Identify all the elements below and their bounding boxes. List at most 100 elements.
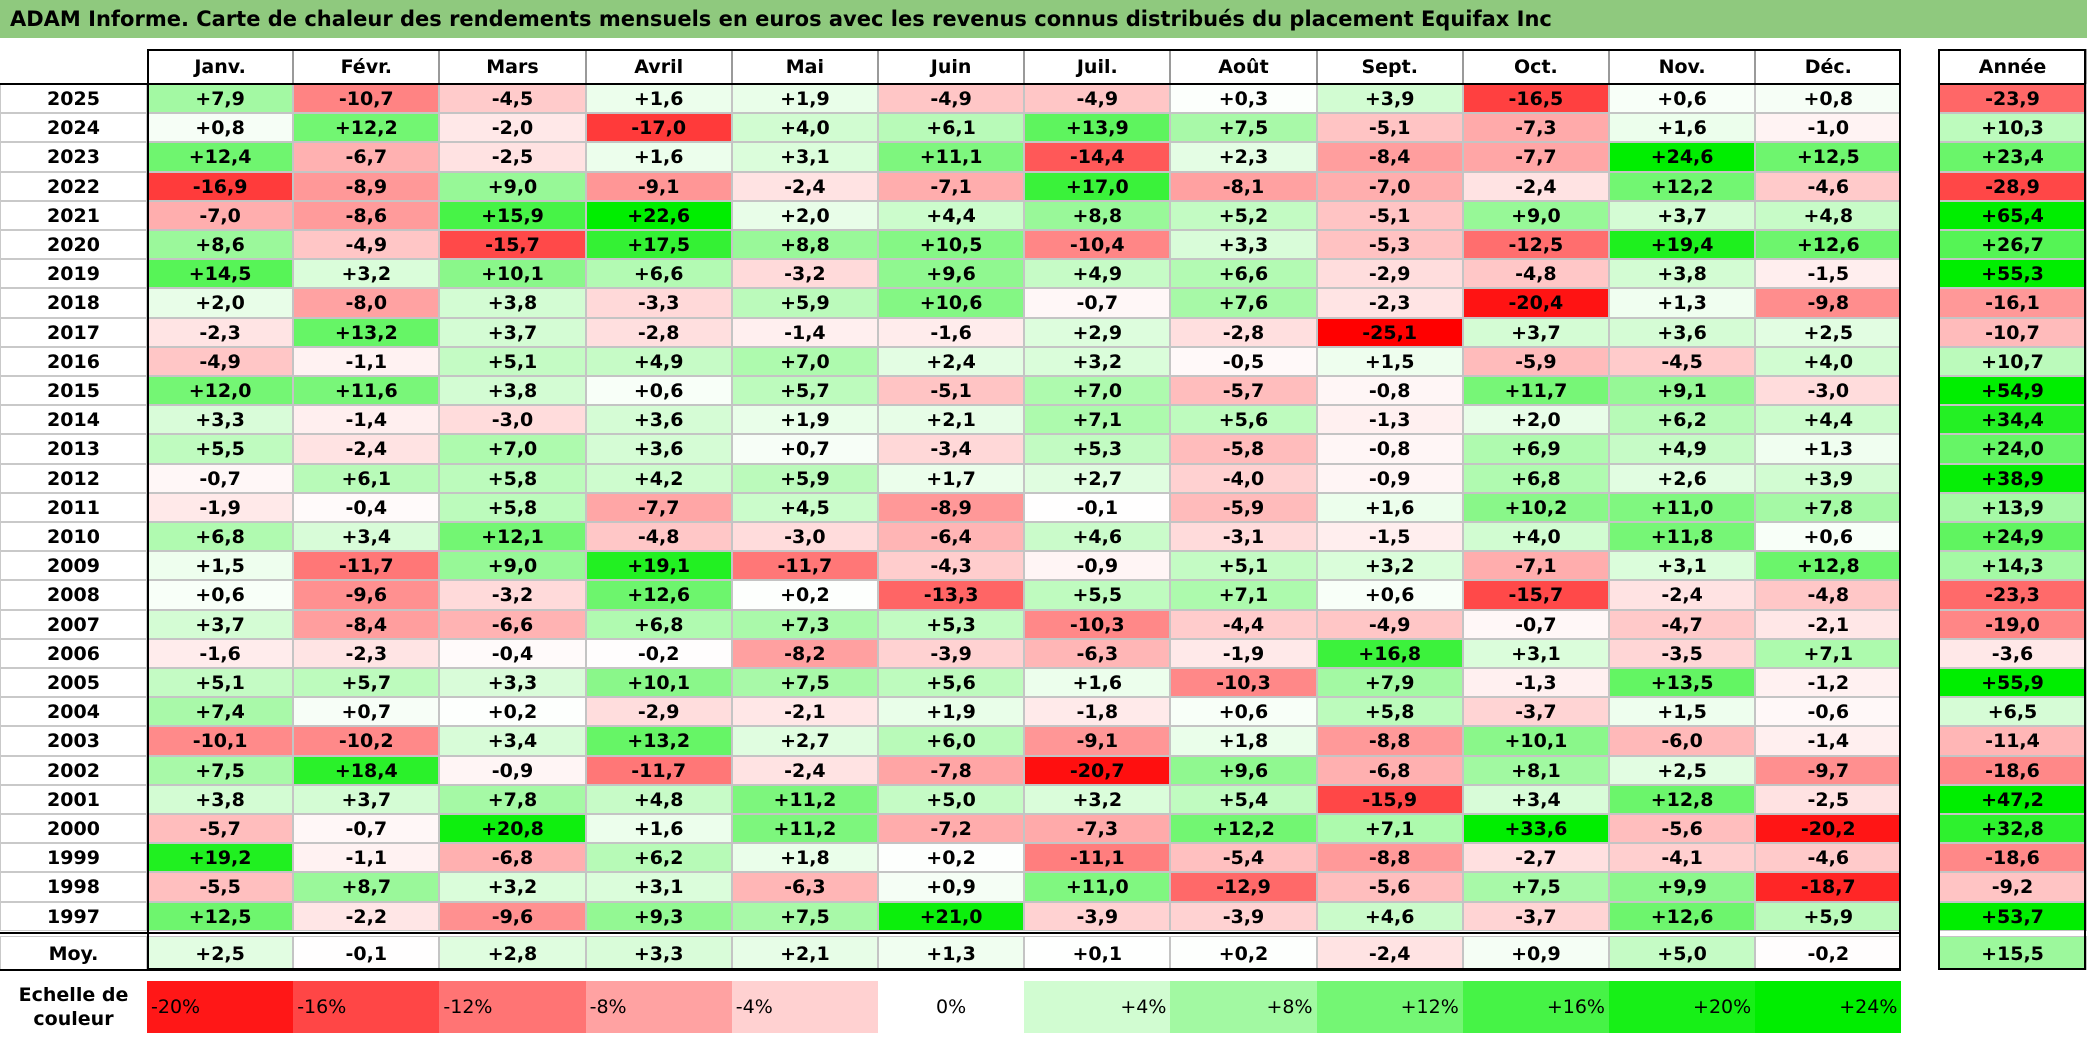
heatmap-cell: +6,2 xyxy=(1609,405,1756,435)
heatmap-cell: +2,1 xyxy=(878,405,1025,435)
heatmap-cell: +9,1 xyxy=(1609,376,1756,406)
heatmap-cell: +2,9 xyxy=(1024,317,1171,347)
annual-cell: +24,0 xyxy=(1938,434,2087,464)
annual-cell: +24,9 xyxy=(1938,522,2087,552)
heatmap-cell: -3,0 xyxy=(439,405,586,435)
average-cell: +0,9 xyxy=(1462,935,1609,970)
heatmap-cell: +5,3 xyxy=(1024,434,1171,464)
heatmap-cell: +6,6 xyxy=(1170,259,1317,289)
heatmap-cell: +12,1 xyxy=(439,522,586,552)
heatmap-cell: -7,0 xyxy=(147,200,294,230)
heatmap-cell: +1,7 xyxy=(878,463,1025,493)
annual-cell: +47,2 xyxy=(1938,784,2087,814)
annual-cell: -10,7 xyxy=(1938,317,2087,347)
heatmap-cell: +3,4 xyxy=(1462,784,1609,814)
heatmap-cell: -11,1 xyxy=(1024,843,1171,873)
heatmap-cell: -4,5 xyxy=(1609,346,1756,376)
heatmap-cell: -0,6 xyxy=(1755,697,1902,727)
heatmap-cell: -0,4 xyxy=(293,492,440,522)
heatmap-cell: -6,8 xyxy=(439,843,586,873)
heatmap-cell: +2,0 xyxy=(147,288,294,318)
heatmap-cell: -5,7 xyxy=(147,814,294,844)
heatmap-cell: +12,6 xyxy=(1609,901,1756,931)
heatmap-cell: -1,6 xyxy=(147,638,294,668)
year-label: 2000 xyxy=(0,814,147,844)
heatmap-cell: +6,6 xyxy=(585,259,732,289)
heatmap-cell: -3,3 xyxy=(585,288,732,318)
heatmap-cell: +5,7 xyxy=(293,668,440,698)
heatmap-cell: -8,4 xyxy=(293,609,440,639)
average-cell: -2,4 xyxy=(1316,935,1463,970)
heatmap-cell: -2,4 xyxy=(1462,171,1609,201)
heatmap-cell: +1,3 xyxy=(1755,434,1902,464)
heatmap-cell: +12,5 xyxy=(1755,142,1902,172)
heatmap-cell: -5,8 xyxy=(1170,434,1317,464)
heatmap-cell: +0,6 xyxy=(1170,697,1317,727)
heatmap-cell: +11,2 xyxy=(731,814,878,844)
header-separator-annual xyxy=(1938,83,2086,85)
heatmap-cell: +4,4 xyxy=(1755,405,1902,435)
heatmap-cell: -5,5 xyxy=(147,872,294,902)
heatmap-cell: +12,2 xyxy=(293,113,440,143)
heatmap-cell: +5,6 xyxy=(878,668,1025,698)
heatmap-cell: +9,0 xyxy=(439,551,586,581)
heatmap-cell: +1,6 xyxy=(1316,492,1463,522)
heatmap-cell: -9,6 xyxy=(293,580,440,610)
heatmap-cell: -1,3 xyxy=(1462,668,1609,698)
average-separator-top xyxy=(0,931,1902,934)
heatmap-cell: -1,6 xyxy=(878,317,1025,347)
annual-cell: -9,2 xyxy=(1938,872,2087,902)
heatmap-cell: +9,0 xyxy=(1462,200,1609,230)
heatmap-cell: -6,4 xyxy=(878,522,1025,552)
heatmap-cell: +0,6 xyxy=(1609,84,1756,114)
heatmap-cell: -3,9 xyxy=(1170,901,1317,931)
heatmap-cell: +8,6 xyxy=(147,230,294,260)
heatmap-cell: +5,8 xyxy=(439,492,586,522)
heatmap-cell: +7,0 xyxy=(439,434,586,464)
annual-column-header: Année xyxy=(1938,49,2087,84)
annual-cell: +38,9 xyxy=(1938,463,2087,493)
annual-cell: -19,0 xyxy=(1938,609,2087,639)
heatmap-cell: +7,9 xyxy=(1316,668,1463,698)
chart-title: ADAM Informe. Carte de chaleur des rende… xyxy=(0,0,2087,38)
heatmap-cell: -2,4 xyxy=(731,171,878,201)
annual-cell: +23,4 xyxy=(1938,142,2087,172)
average-cell: +0,1 xyxy=(1024,935,1171,970)
heatmap-cell: -1,3 xyxy=(1316,405,1463,435)
annual-cell: +65,4 xyxy=(1938,200,2087,230)
heatmap-cell: -3,9 xyxy=(878,638,1025,668)
heatmap-cell: +2,6 xyxy=(1609,463,1756,493)
heatmap-cell: -5,9 xyxy=(1462,346,1609,376)
heatmap-cell: +12,2 xyxy=(1170,814,1317,844)
heatmap-cell: -7,7 xyxy=(1462,142,1609,172)
heatmap-cell: -2,5 xyxy=(1755,784,1902,814)
heatmap-cell: -5,6 xyxy=(1609,814,1756,844)
heatmap-cell: -7,8 xyxy=(878,755,1025,785)
heatmap-cell: -4,6 xyxy=(1755,843,1902,873)
color-scale-swatch: +24% xyxy=(1755,981,1902,1033)
heatmap-cell: -0,8 xyxy=(1316,376,1463,406)
heatmap-cell: -5,7 xyxy=(1170,376,1317,406)
heatmap-cell: -9,8 xyxy=(1755,288,1902,318)
heatmap-cell: +4,2 xyxy=(585,463,732,493)
heatmap-cell: -3,7 xyxy=(1462,901,1609,931)
average-cell: -0,2 xyxy=(1755,935,1902,970)
heatmap-cell: -0,9 xyxy=(439,755,586,785)
heatmap-cell: -5,6 xyxy=(1316,872,1463,902)
heatmap-cell: +12,5 xyxy=(147,901,294,931)
heatmap-cell: +3,1 xyxy=(585,872,732,902)
heatmap-cell: -14,4 xyxy=(1024,142,1171,172)
heatmap-cell: +7,4 xyxy=(147,697,294,727)
heatmap-cell: -8,9 xyxy=(293,171,440,201)
heatmap-cell: +6,8 xyxy=(585,609,732,639)
heatmap-cell: +7,5 xyxy=(731,668,878,698)
heatmap-cell: +16,8 xyxy=(1316,638,1463,668)
heatmap-cell: +24,6 xyxy=(1609,142,1756,172)
heatmap-cell: +0,8 xyxy=(147,113,294,143)
heatmap-cell: +4,6 xyxy=(1316,901,1463,931)
heatmap-cell: +0,6 xyxy=(1755,522,1902,552)
heatmap-cell: +5,2 xyxy=(1170,200,1317,230)
heatmap-cell: +19,4 xyxy=(1609,230,1756,260)
heatmap-cell: +4,6 xyxy=(1024,522,1171,552)
heatmap-cell: +5,8 xyxy=(1316,697,1463,727)
